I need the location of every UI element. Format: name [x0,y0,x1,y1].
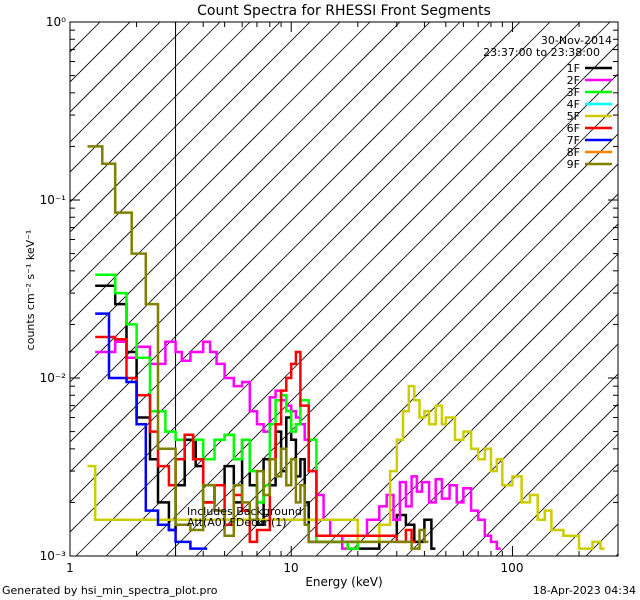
legend-label: 1F [567,62,580,75]
hatch-line [70,22,461,413]
hatch-line [70,22,161,113]
hatch-line [315,253,618,556]
x-tick-label: 10 [283,561,298,575]
hatch-line [70,22,491,443]
axis-ticks [69,21,619,557]
y-tick-label: 10⁰ [46,15,66,29]
hatch-line [70,22,521,473]
x-axis-label: Energy (keV) [305,575,382,589]
y-tick-label: 10⁻³ [40,549,67,563]
hatch-line [225,163,618,556]
hatch-line [495,433,618,556]
hatch-line [70,22,401,353]
legend-label: 9F [567,158,580,171]
series-line-9F [87,145,429,550]
hatch-line [70,22,311,263]
hatch-line [255,193,618,556]
legend-label: 6F [567,122,580,135]
hatch-line [70,22,581,533]
chart-title: Count Spectra for RHESSI Front Segments [197,3,491,19]
hatch-line [70,22,221,173]
series-line-5F [87,384,605,550]
legend-label: 8F [567,146,580,159]
hatch-line [70,22,371,323]
hatch-line [285,223,618,556]
timestamp: 18-Apr-2023 04:34 [533,584,636,597]
legend-time-range: 23:37:00 to 23:38:00 [483,46,600,59]
hatch-line [375,313,618,556]
series-layer [87,145,605,550]
generated-by: Generated by hsi_min_spectra_plot.pro [2,584,218,597]
legend-label: 4F [567,98,580,111]
series-line-7F [95,312,208,550]
hatch-line [70,22,341,293]
legend-date: 30-Nov-2014 [541,34,612,47]
legend-label: 3F [567,86,580,99]
hatch-line [525,463,618,556]
y-tick-label: 10⁻² [40,371,67,385]
x-tick-label: 100 [501,561,524,575]
y-tick-label: 10⁻¹ [40,193,67,207]
legend-label: 5F [567,110,580,123]
hatch-line [435,373,618,556]
hatch-line [405,343,618,556]
hatch-line [70,22,251,203]
hatch-line [195,133,618,556]
hatch-line [70,22,431,383]
hatch-line [70,22,551,503]
legend-label: 7F [567,134,580,147]
hatch-line [465,403,618,556]
annotation-attenuator: Att(A0) FDecim(1) [187,516,287,529]
legend-label: 2F [567,74,580,87]
hatch-line [70,22,281,233]
annotation-background: Includes Background [187,505,302,518]
plot-frame [69,21,619,557]
series-line-3F [95,273,362,550]
y-axis-label: counts cm⁻² s⁻¹ keV⁻¹ [24,230,37,351]
x-tick-label: 1 [66,561,74,575]
hatch-line [165,103,618,556]
hatch-line [345,283,618,556]
hatch-line [70,22,191,143]
